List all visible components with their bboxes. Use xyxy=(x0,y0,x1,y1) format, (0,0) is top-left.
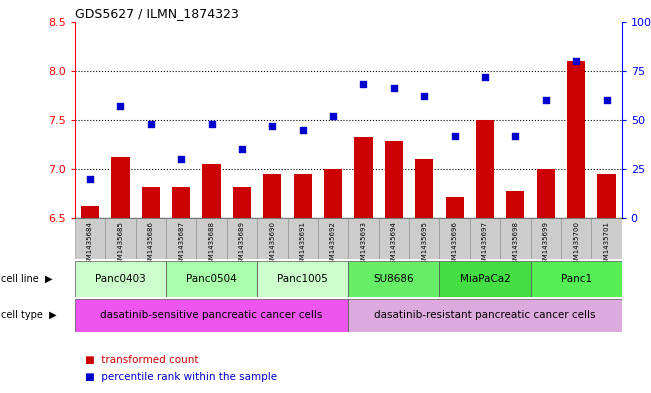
Bar xyxy=(166,261,257,297)
Point xyxy=(602,97,612,103)
Bar xyxy=(288,218,318,259)
Bar xyxy=(142,187,160,218)
Bar xyxy=(531,218,561,259)
Point xyxy=(298,127,308,133)
Point xyxy=(237,146,247,152)
Text: GSM1435695: GSM1435695 xyxy=(421,221,427,268)
Text: cell type  ▶: cell type ▶ xyxy=(1,310,57,320)
Text: GSM1435684: GSM1435684 xyxy=(87,221,93,268)
Bar xyxy=(257,218,288,259)
Bar xyxy=(233,187,251,218)
Point xyxy=(480,73,490,80)
Bar xyxy=(500,218,531,259)
Bar xyxy=(445,196,464,218)
Text: GSM1435699: GSM1435699 xyxy=(543,221,549,268)
Bar xyxy=(75,261,166,297)
Bar xyxy=(202,164,221,218)
Bar xyxy=(257,261,348,297)
Bar xyxy=(561,218,591,259)
Bar xyxy=(348,299,622,332)
Text: GSM1435698: GSM1435698 xyxy=(512,221,518,268)
Text: Panc0403: Panc0403 xyxy=(95,274,146,284)
Point xyxy=(176,156,186,162)
Text: GDS5627 / ILMN_1874323: GDS5627 / ILMN_1874323 xyxy=(75,7,239,20)
Text: GSM1435701: GSM1435701 xyxy=(603,221,609,268)
Text: SU8686: SU8686 xyxy=(374,274,414,284)
Point xyxy=(540,97,551,103)
Bar xyxy=(409,218,439,259)
Text: GSM1435694: GSM1435694 xyxy=(391,221,397,268)
Bar xyxy=(591,218,622,259)
Bar xyxy=(385,141,403,218)
Bar xyxy=(379,218,409,259)
Bar xyxy=(227,218,257,259)
Bar xyxy=(348,218,379,259)
Text: GSM1435688: GSM1435688 xyxy=(208,221,215,268)
Point xyxy=(389,85,399,92)
Bar xyxy=(598,174,616,218)
Text: cell line  ▶: cell line ▶ xyxy=(1,274,53,284)
Bar xyxy=(81,206,99,218)
Bar xyxy=(166,218,197,259)
Bar xyxy=(105,218,135,259)
Bar xyxy=(354,136,372,218)
Text: Panc1: Panc1 xyxy=(561,274,592,284)
Bar xyxy=(506,191,525,218)
Text: GSM1435692: GSM1435692 xyxy=(330,221,336,268)
Text: GSM1435693: GSM1435693 xyxy=(361,221,367,268)
Bar xyxy=(263,174,281,218)
Point xyxy=(419,93,430,99)
Text: GSM1435686: GSM1435686 xyxy=(148,221,154,268)
Bar xyxy=(324,169,342,218)
Bar xyxy=(415,159,434,218)
Text: GSM1435685: GSM1435685 xyxy=(117,221,124,268)
Text: Panc0504: Panc0504 xyxy=(186,274,237,284)
Bar xyxy=(567,61,585,218)
Text: GSM1435696: GSM1435696 xyxy=(452,221,458,268)
Text: GSM1435700: GSM1435700 xyxy=(573,221,579,268)
Point xyxy=(146,121,156,127)
Bar xyxy=(536,169,555,218)
Bar xyxy=(348,261,439,297)
Text: GSM1435687: GSM1435687 xyxy=(178,221,184,268)
Bar xyxy=(439,261,531,297)
Point xyxy=(267,123,277,129)
Point xyxy=(85,176,95,182)
Text: dasatinib-resistant pancreatic cancer cells: dasatinib-resistant pancreatic cancer ce… xyxy=(374,310,596,320)
Bar xyxy=(470,218,500,259)
Bar xyxy=(294,174,312,218)
Bar xyxy=(531,261,622,297)
Point xyxy=(328,113,339,119)
Point xyxy=(449,132,460,139)
Bar xyxy=(75,299,348,332)
Bar xyxy=(75,218,105,259)
Point xyxy=(115,103,126,109)
Point xyxy=(358,81,368,88)
Text: Panc1005: Panc1005 xyxy=(277,274,328,284)
Bar xyxy=(172,187,190,218)
Text: GSM1435690: GSM1435690 xyxy=(270,221,275,268)
Text: MiaPaCa2: MiaPaCa2 xyxy=(460,274,510,284)
Bar xyxy=(476,120,494,218)
Text: GSM1435697: GSM1435697 xyxy=(482,221,488,268)
Text: GSM1435689: GSM1435689 xyxy=(239,221,245,268)
Point xyxy=(206,121,217,127)
Bar xyxy=(111,157,130,218)
Point xyxy=(571,58,581,64)
Point xyxy=(510,132,521,139)
Bar xyxy=(439,218,470,259)
Text: ■  percentile rank within the sample: ■ percentile rank within the sample xyxy=(85,372,277,382)
Text: dasatinib-sensitive pancreatic cancer cells: dasatinib-sensitive pancreatic cancer ce… xyxy=(100,310,323,320)
Bar xyxy=(197,218,227,259)
Bar xyxy=(318,218,348,259)
Text: ■  transformed count: ■ transformed count xyxy=(85,354,198,365)
Bar xyxy=(135,218,166,259)
Text: GSM1435691: GSM1435691 xyxy=(299,221,306,268)
